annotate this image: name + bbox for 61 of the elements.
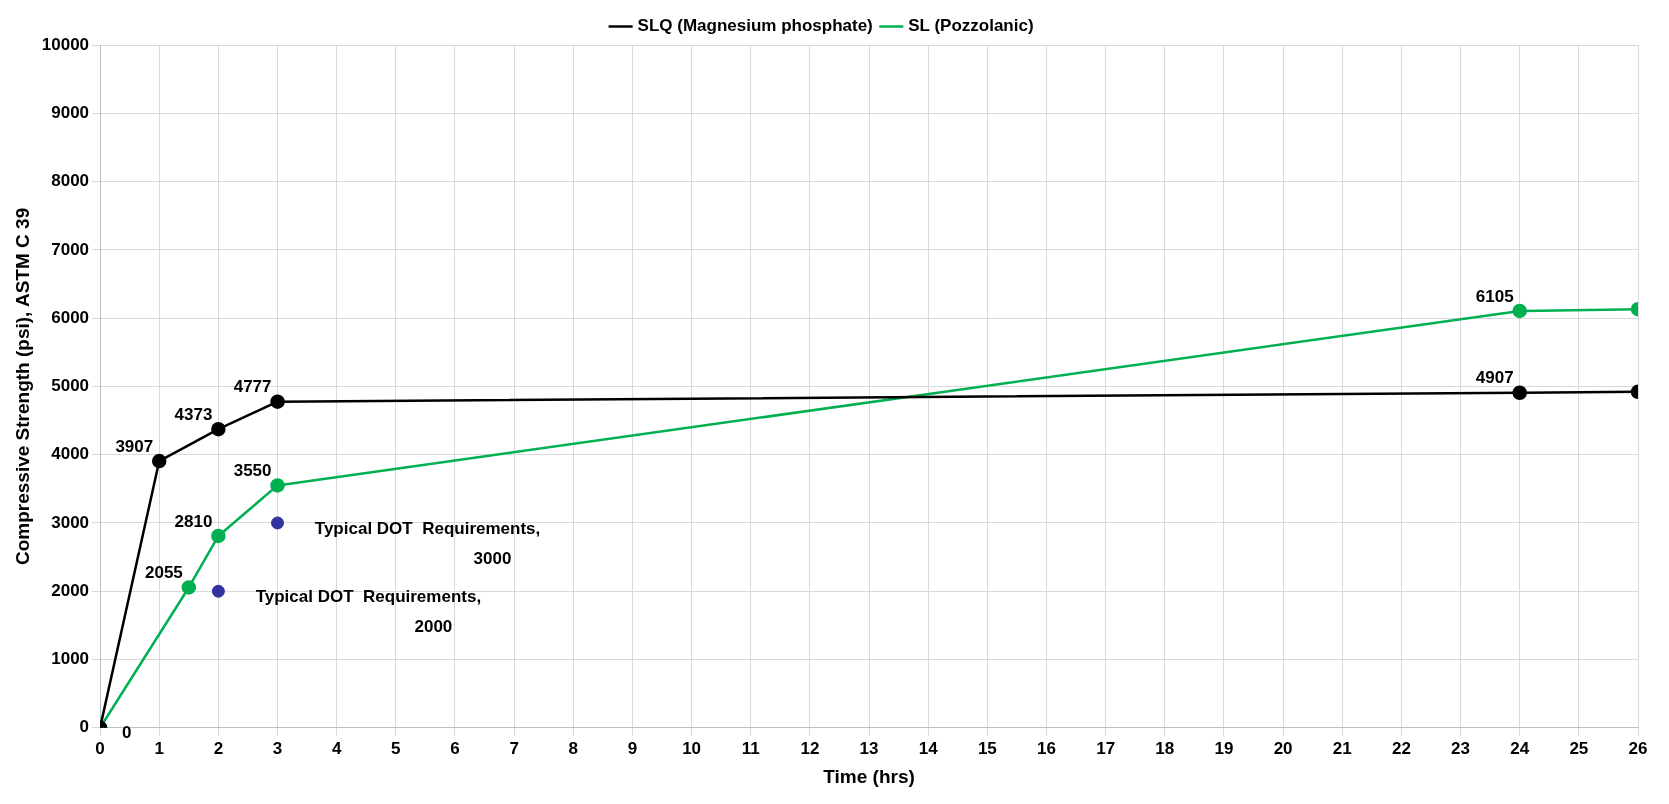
legend-label: SL (Pozzolanic): [908, 16, 1034, 36]
data-label: 3550: [233, 461, 272, 481]
y-tick-label: 5000: [51, 376, 90, 396]
legend-label: SLQ (Magnesium phosphate): [637, 16, 873, 36]
x-tick-label: 4: [331, 738, 342, 758]
x-tick-label: 8: [568, 738, 579, 758]
x-tick-label: 17: [1096, 738, 1116, 758]
data-label: Typical DOT Requirements, 2000: [255, 586, 482, 636]
x-axis-title: Time (hrs): [823, 765, 915, 787]
x-tick-label: 12: [800, 738, 820, 758]
point: [271, 516, 285, 530]
y-tick-label: 6000: [51, 307, 90, 327]
x-tick-label: 18: [1155, 738, 1175, 758]
x-tick-label: 16: [1037, 738, 1056, 758]
data-label: 0: [122, 723, 132, 743]
x-tick-label: 2: [213, 738, 224, 758]
y-tick-label: 3000: [51, 512, 90, 532]
y-tick-label: 10000: [41, 34, 90, 54]
x-tick-label: 1: [154, 738, 164, 758]
y-tick-label: 0: [79, 717, 90, 737]
data-label: 4907: [1475, 368, 1514, 388]
x-tick-label: 11: [741, 738, 760, 758]
x-tick-label: 3: [272, 738, 283, 758]
x-tick-label: 6: [450, 738, 460, 758]
x-tick-label: 7: [509, 738, 519, 758]
x-tick-label: 26: [1628, 738, 1648, 758]
y-tick-label: 9000: [51, 102, 90, 122]
data-label: Typical DOT Requirements, 3000: [314, 518, 541, 568]
x-tick-label: 14: [918, 738, 939, 758]
data-label: 2055: [144, 563, 183, 583]
data-label: 2810: [174, 511, 213, 531]
x-tick-label: 19: [1214, 738, 1234, 758]
point: [270, 478, 285, 493]
data-label: 4373: [174, 404, 213, 424]
point: [270, 394, 285, 409]
x-tick-label: 9: [627, 738, 638, 758]
y-tick-label: 7000: [51, 239, 90, 259]
point: [211, 528, 226, 544]
x-tick-label: 23: [1451, 738, 1471, 758]
x-tick-label: 0: [95, 738, 105, 758]
x-tick-label: 5: [391, 738, 401, 758]
x-tick-label: 10: [682, 738, 702, 758]
data-label: 6105: [1475, 286, 1514, 306]
y-axis-title: Compressive Strength (psi), ASTM C 39: [11, 207, 33, 565]
y-tick-label: 1000: [51, 649, 90, 669]
point: [211, 584, 225, 598]
x-tick-label: 13: [859, 738, 879, 758]
y-tick-label: 4000: [51, 444, 90, 464]
data-label: 4777: [233, 377, 272, 397]
data-label: 3907: [115, 436, 154, 456]
x-tick-label: 15: [977, 738, 997, 758]
y-tick-label: 2000: [51, 580, 90, 600]
x-tick-label: 20: [1273, 738, 1293, 758]
x-tick-label: 22: [1391, 738, 1411, 758]
x-tick-label: 21: [1332, 738, 1352, 758]
point: [181, 580, 197, 595]
point: [211, 421, 226, 437]
x-tick-label: 25: [1569, 738, 1589, 758]
y-tick-label: 8000: [51, 171, 90, 191]
x-tick-label: 24: [1510, 738, 1530, 758]
point: [151, 453, 167, 469]
